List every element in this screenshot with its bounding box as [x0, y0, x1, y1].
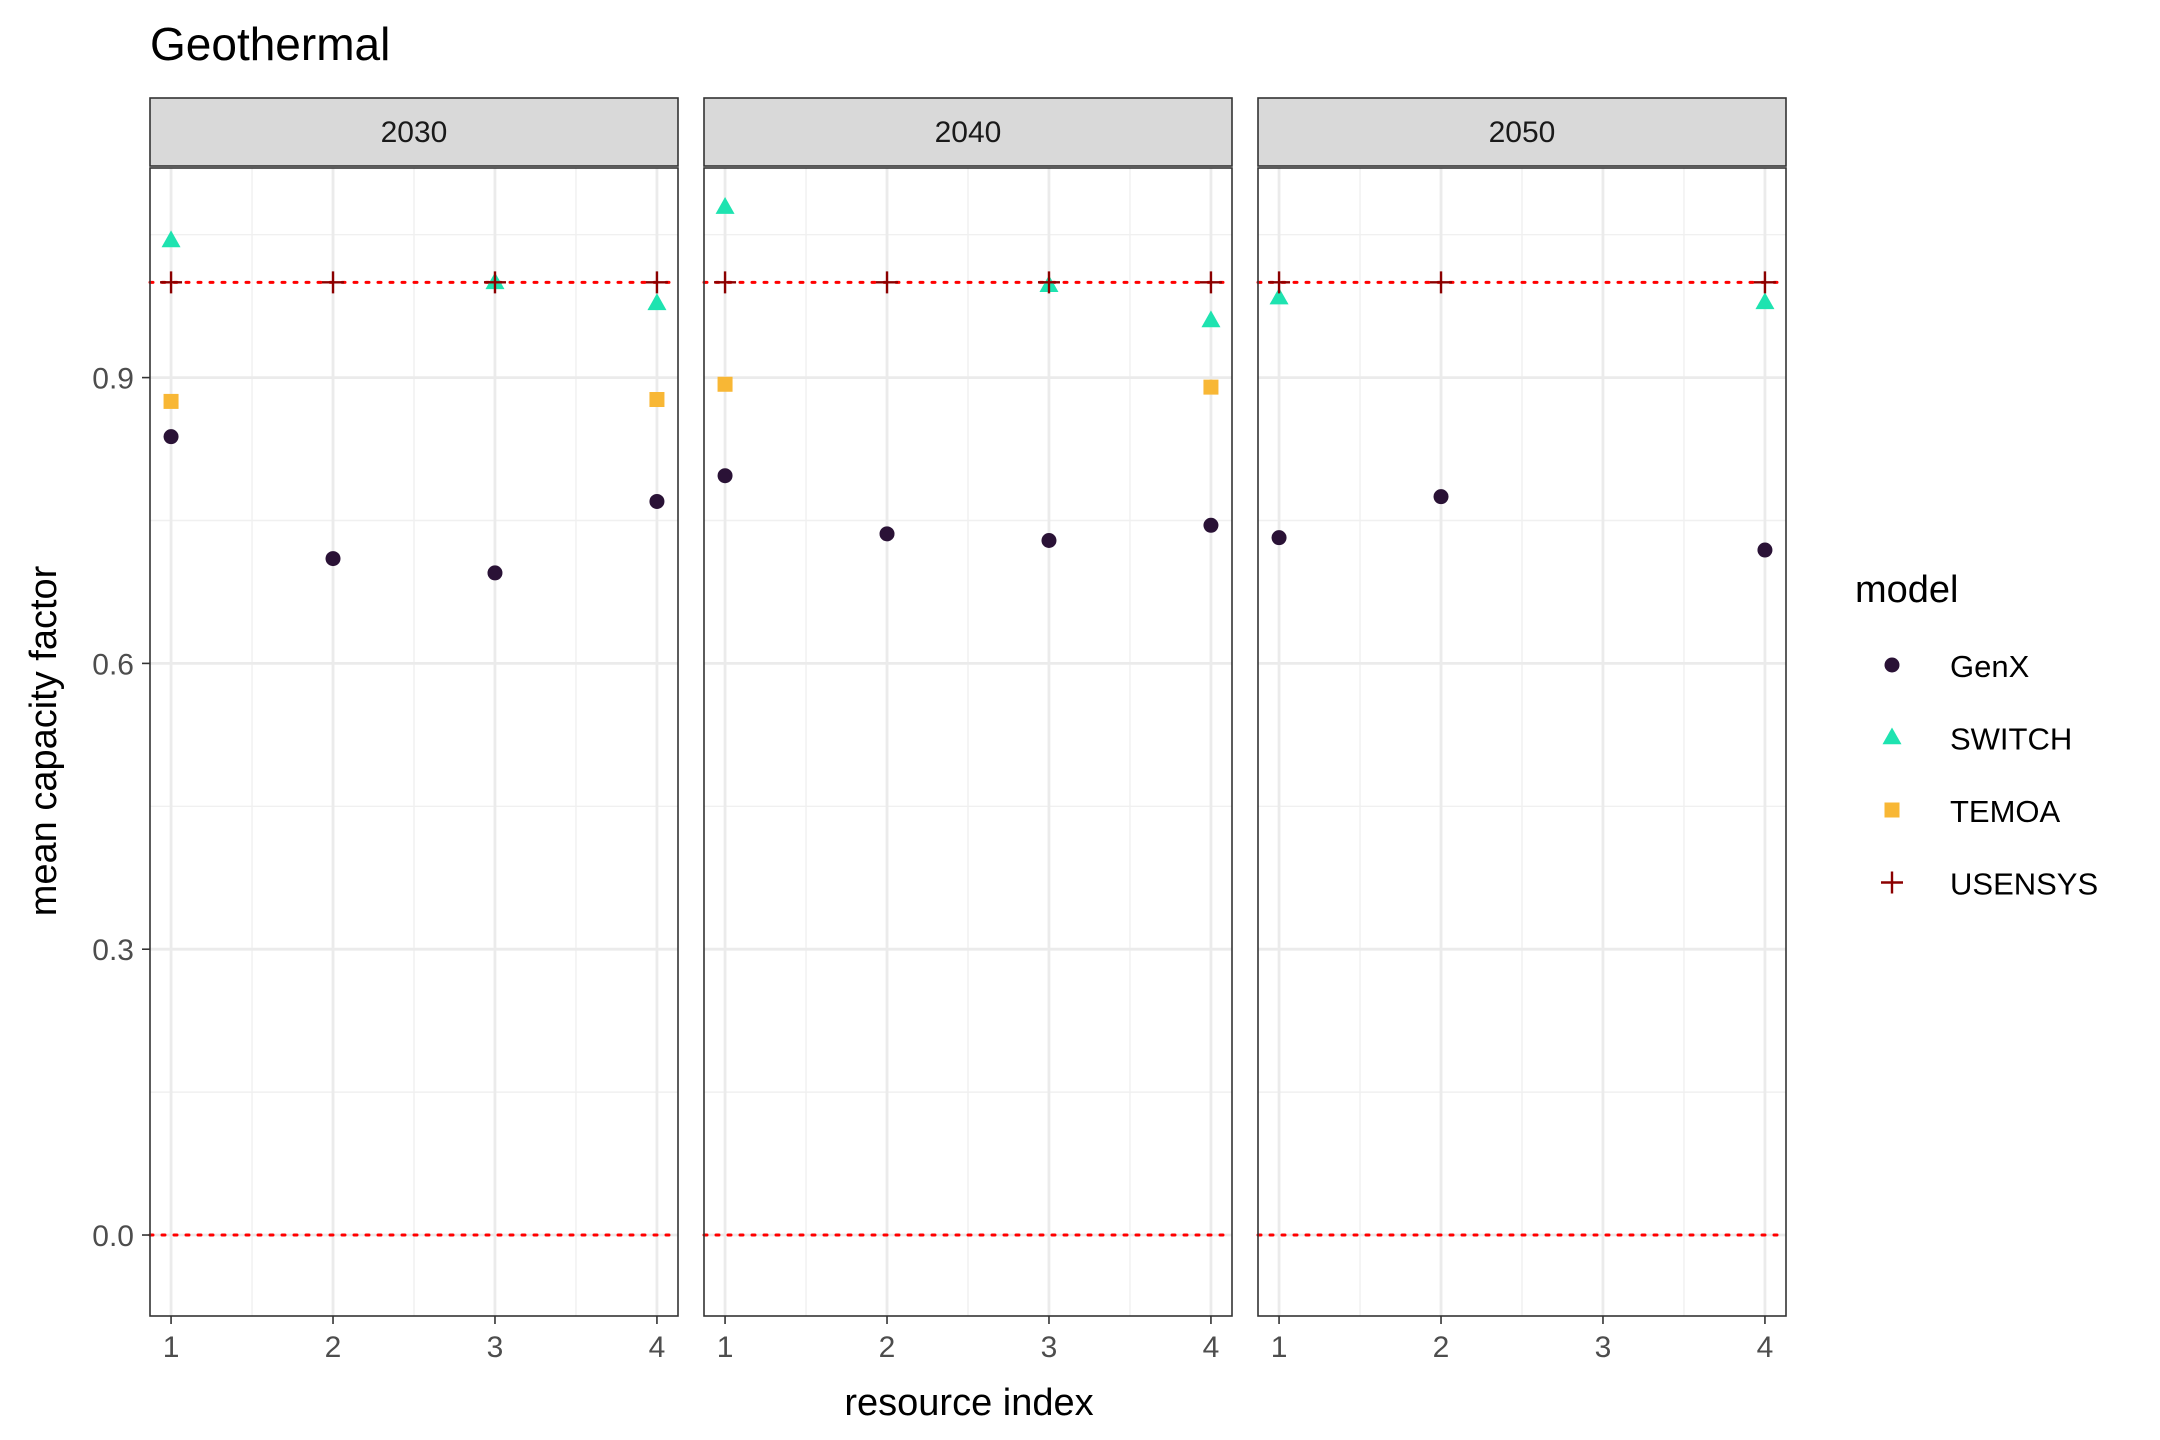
legend: model GenX SWITCH TEMOA USENSYS [1855, 569, 2098, 902]
point-usensys [714, 271, 737, 294]
x-tick-label: 3 [1041, 1331, 1058, 1364]
point-genx [163, 429, 179, 445]
facet-panel-2040: 2040 [702, 97, 1234, 1317]
facet-strip-label: 2050 [1489, 116, 1556, 149]
facet-strip-label: 2030 [381, 116, 448, 149]
x-tick-label: 2 [879, 1331, 896, 1364]
legend-label: GenX [1950, 649, 2030, 684]
legend-item-genx: GenX [1884, 649, 2030, 684]
facet-strip [703, 97, 1233, 167]
legend-title: model [1855, 569, 1959, 611]
legend-key-switch [1882, 727, 1902, 745]
x-tick-label: 2 [1433, 1331, 1450, 1364]
panel-border [149, 167, 679, 1317]
legend-label: USENSYS [1950, 867, 2098, 902]
point-genx [879, 526, 895, 542]
point-switch [1201, 310, 1221, 328]
point-genx [487, 565, 503, 581]
x-tick-label: 4 [649, 1331, 666, 1364]
legend-key-temoa [1884, 802, 1900, 818]
point-genx [649, 493, 665, 509]
point-usensys [876, 271, 899, 294]
x-axes: 1 2 3 4 1 2 3 4 1 2 3 4 [163, 1316, 1774, 1364]
x-tick-label: 4 [1203, 1331, 1220, 1364]
x-tick-label: 3 [1595, 1331, 1612, 1364]
point-genx [1203, 517, 1219, 533]
facet-panels: 2030 2040 2050 [148, 97, 1788, 1317]
x-axis-title: resource index [844, 1382, 1093, 1424]
x-tick-label: 1 [1271, 1331, 1288, 1364]
legend-label: SWITCH [1950, 722, 2072, 757]
point-genx [717, 468, 733, 484]
point-genx [1433, 489, 1449, 505]
legend-item-temoa: TEMOA [1884, 794, 2061, 829]
x-tick-label: 2 [325, 1331, 342, 1364]
point-genx [1041, 533, 1057, 549]
point-switch [715, 197, 735, 214]
x-tick-label: 1 [163, 1331, 180, 1364]
facet-strip [1257, 97, 1787, 167]
facet-panel-2030: 2030 [148, 97, 680, 1317]
facet-strip [149, 97, 679, 167]
legend-item-switch: SWITCH [1882, 722, 2072, 757]
point-genx [1757, 542, 1773, 558]
point-usensys [645, 271, 668, 294]
legend-key-genx [1884, 657, 1900, 673]
legend-key-usensys [1881, 871, 1903, 894]
y-tick-label: 0.6 [92, 648, 134, 681]
point-usensys [1753, 271, 1776, 294]
point-temoa [649, 392, 665, 408]
y-axis: 0.0 0.3 0.6 0.9 [92, 363, 150, 1253]
y-tick-label: 0.9 [92, 363, 134, 396]
legend-label: TEMOA [1950, 794, 2061, 829]
chart-title: Geothermal [150, 18, 390, 70]
x-tick-label: 3 [487, 1331, 504, 1364]
point-temoa [163, 393, 179, 409]
point-temoa [717, 376, 733, 392]
x-tick-label: 1 [717, 1331, 734, 1364]
panel-border [703, 167, 1233, 1317]
y-axis-title: mean capacity factor [23, 565, 65, 916]
point-usensys [1199, 271, 1222, 294]
point-switch [161, 230, 181, 248]
y-tick-label: 0.0 [92, 1220, 134, 1253]
x-tick-label: 4 [1757, 1331, 1774, 1364]
point-temoa [1203, 379, 1219, 395]
legend-item-usensys: USENSYS [1881, 867, 2098, 902]
point-usensys [483, 271, 506, 294]
point-genx [325, 551, 341, 567]
facet-strip-label: 2040 [935, 116, 1002, 149]
facet-panel-2050: 2050 [1256, 97, 1788, 1317]
point-usensys [1268, 271, 1291, 294]
point-switch [1755, 292, 1775, 310]
panel-border [1257, 167, 1787, 1317]
point-switch [1269, 287, 1289, 305]
point-usensys [1037, 271, 1060, 294]
point-switch [647, 293, 667, 311]
point-usensys [160, 271, 183, 294]
point-usensys [322, 271, 345, 294]
point-usensys [1430, 271, 1453, 294]
point-genx [1271, 530, 1287, 546]
y-tick-label: 0.3 [92, 934, 134, 967]
